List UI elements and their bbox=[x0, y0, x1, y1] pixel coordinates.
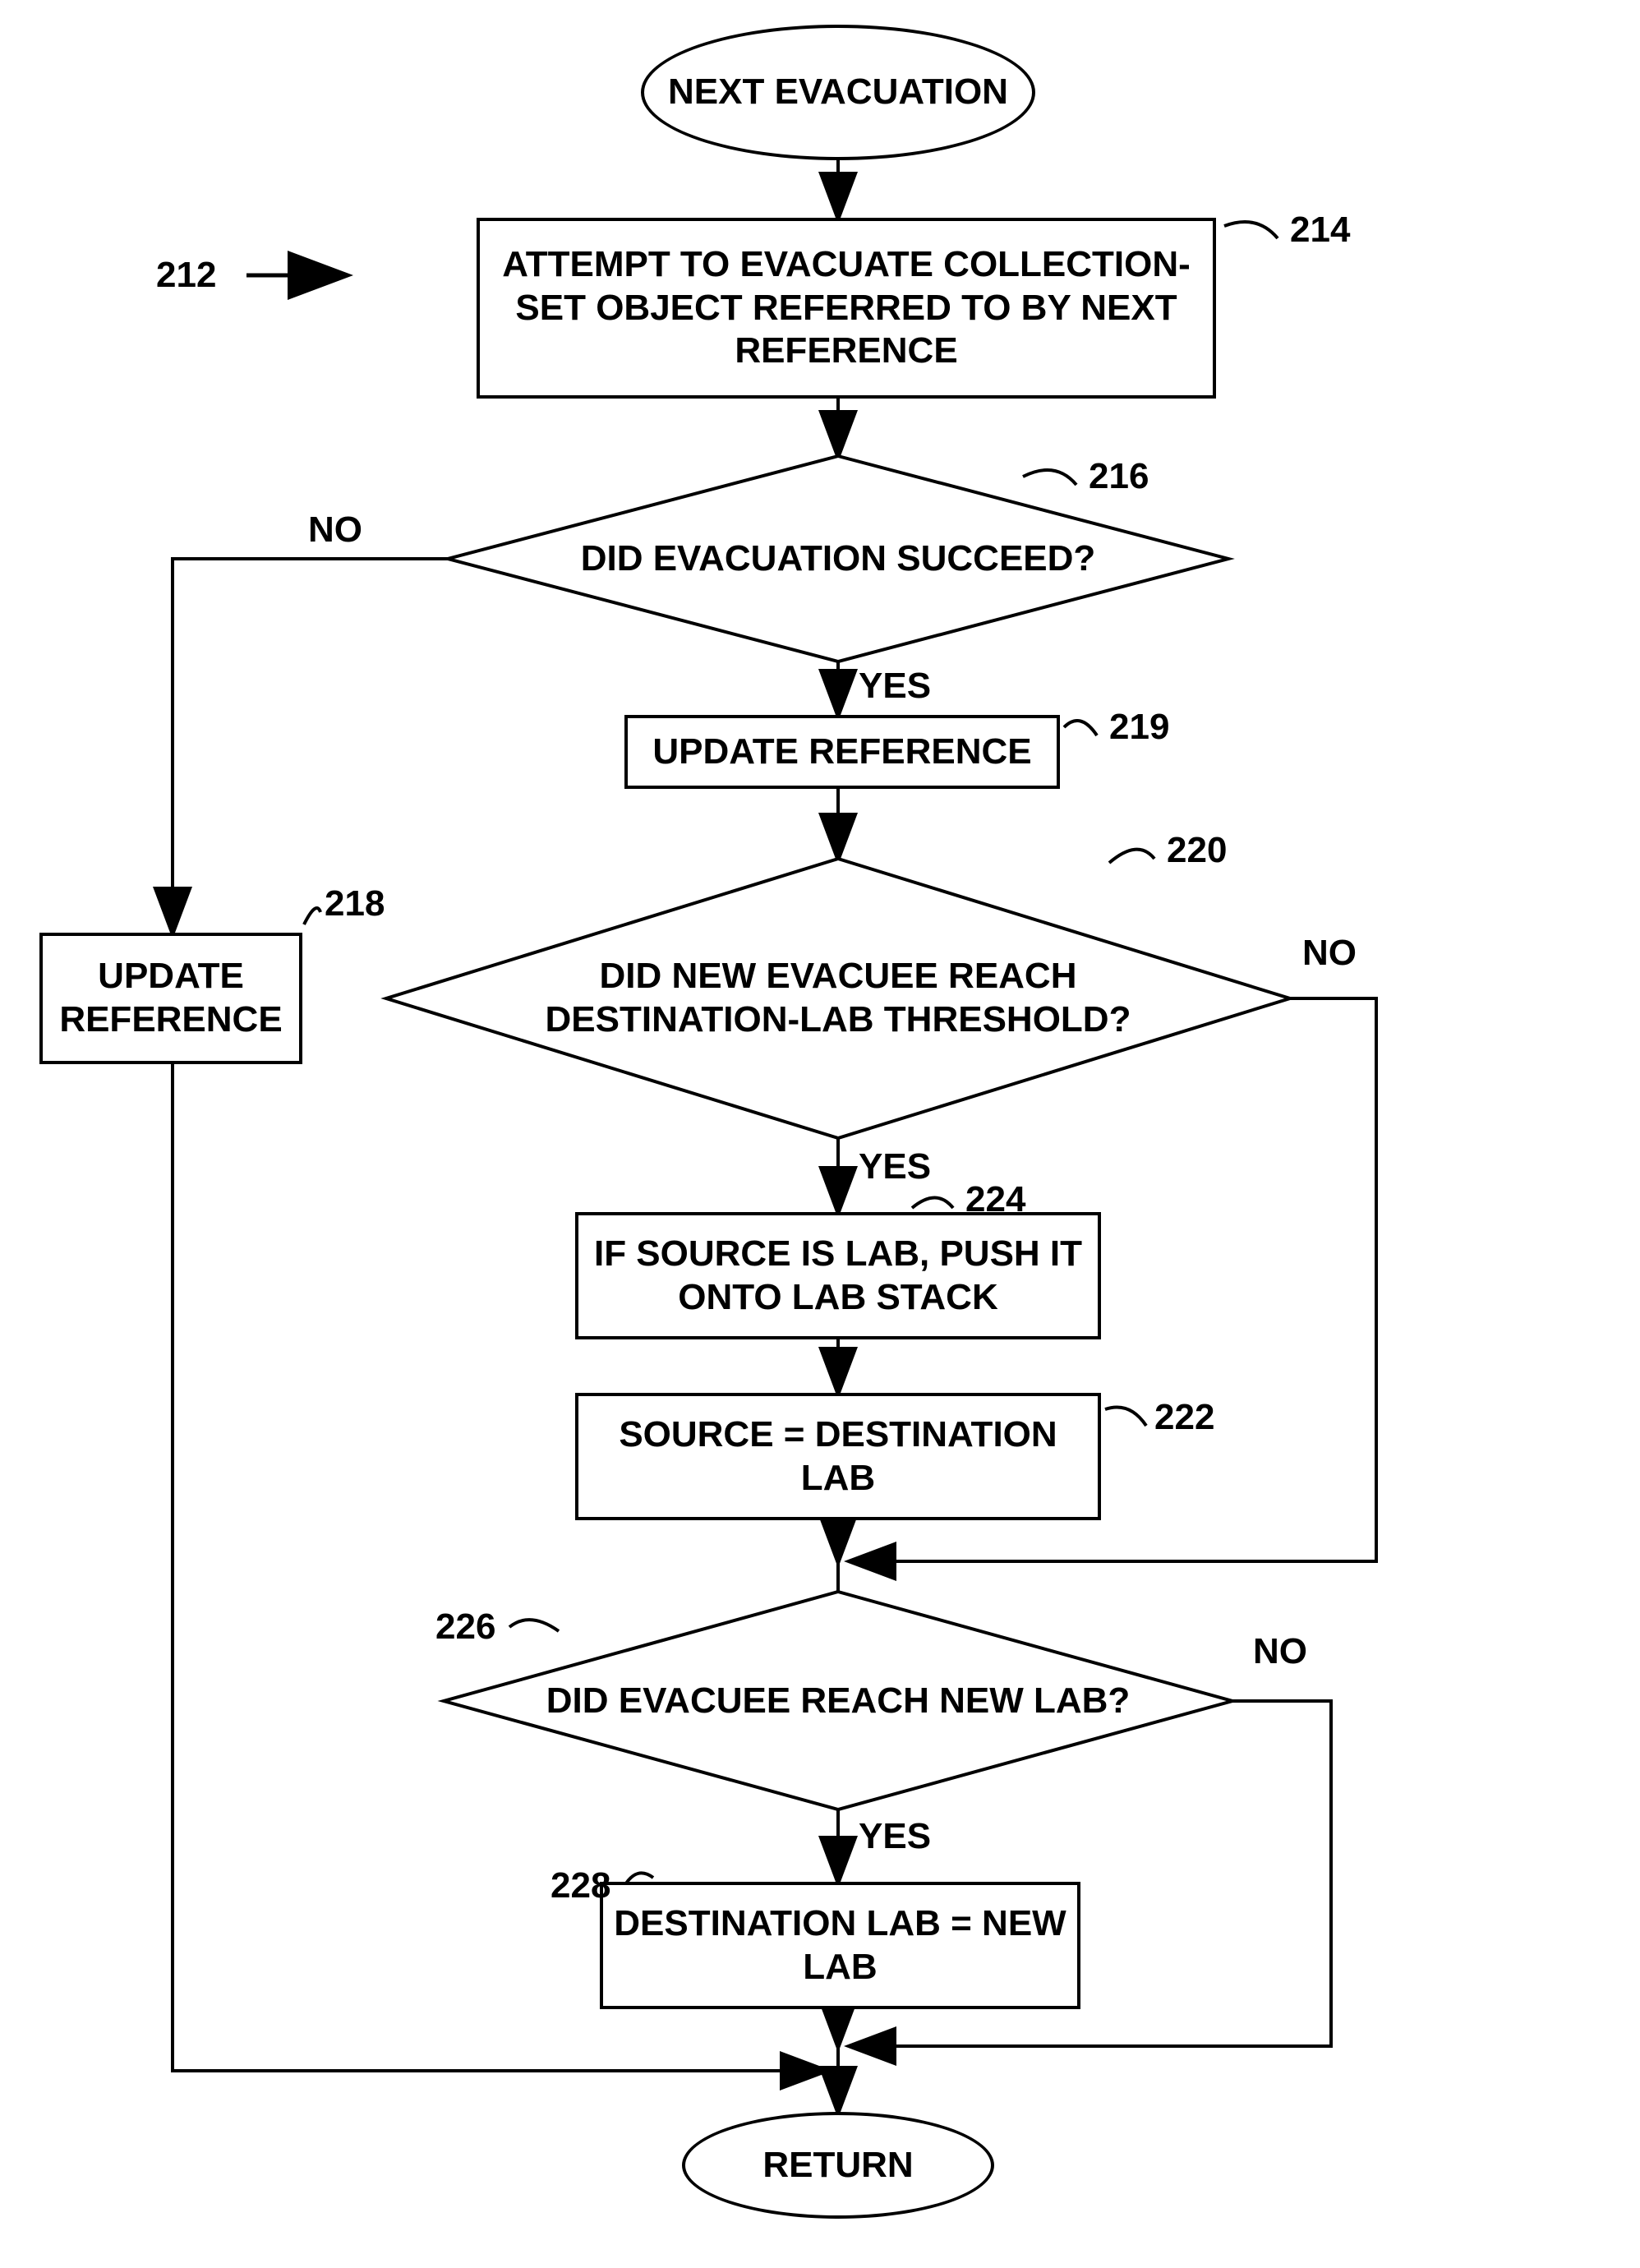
process-218-text: UPDATE REFERENCE bbox=[43, 955, 299, 1042]
ref-219: 219 bbox=[1109, 707, 1169, 748]
ref-226-text: 226 bbox=[435, 1606, 495, 1647]
label-no-226-text: NO bbox=[1253, 1631, 1307, 1671]
ref-228-text: 228 bbox=[551, 1865, 610, 1906]
label-yes-216: YES bbox=[859, 666, 931, 707]
start-node: NEXT EVACUATION bbox=[641, 25, 1035, 160]
decision-216-text-wrap: DID EVACUATION SUCCEED? bbox=[509, 514, 1167, 604]
ref-222: 222 bbox=[1154, 1397, 1214, 1438]
decision-216-text: DID EVACUATION SUCCEED? bbox=[581, 538, 1096, 580]
ref-212: 212 bbox=[156, 255, 216, 296]
ref-212-text: 212 bbox=[156, 255, 216, 295]
ref-224-text: 224 bbox=[965, 1179, 1025, 1219]
process-222-text: SOURCE = DESTINATION LAB bbox=[587, 1413, 1089, 1500]
label-no-216: NO bbox=[308, 509, 362, 551]
ref-214: 214 bbox=[1290, 210, 1350, 251]
label-yes-220-text: YES bbox=[859, 1146, 931, 1187]
process-228-text: DESTINATION LAB = NEW LAB bbox=[611, 1902, 1069, 1989]
label-no-216-text: NO bbox=[308, 509, 362, 550]
start-text: NEXT EVACUATION bbox=[668, 71, 1008, 113]
ref-218: 218 bbox=[325, 883, 385, 924]
process-222: SOURCE = DESTINATION LAB bbox=[575, 1393, 1101, 1520]
ref-220: 220 bbox=[1167, 830, 1227, 871]
process-219-text: UPDATE REFERENCE bbox=[652, 731, 1031, 772]
return-node: RETURN bbox=[682, 2112, 994, 2219]
process-224-text: IF SOURCE IS LAB, PUSH IT ONTO LAB STACK bbox=[587, 1233, 1089, 1320]
ref-214-text: 214 bbox=[1290, 210, 1350, 250]
label-yes-220: YES bbox=[859, 1146, 931, 1187]
process-214: ATTEMPT TO EVACUATE COLLECTION-SET OBJEC… bbox=[477, 218, 1216, 399]
process-228: DESTINATION LAB = NEW LAB bbox=[600, 1882, 1080, 2009]
label-yes-226-text: YES bbox=[859, 1816, 931, 1856]
ref-220-text: 220 bbox=[1167, 830, 1227, 870]
decision-220-text-wrap: DID NEW EVACUEE REACH DESTINATION-LAB TH… bbox=[493, 929, 1183, 1068]
label-no-220-text: NO bbox=[1302, 933, 1357, 973]
label-yes-216-text: YES bbox=[859, 666, 931, 706]
process-219: UPDATE REFERENCE bbox=[624, 715, 1060, 789]
label-no-220: NO bbox=[1302, 933, 1357, 974]
ref-216: 216 bbox=[1089, 456, 1149, 497]
ref-226: 226 bbox=[435, 1606, 495, 1648]
decision-226-text: DID EVACUEE REACH NEW LAB? bbox=[546, 1680, 1131, 1722]
ref-219-text: 219 bbox=[1109, 707, 1169, 747]
process-218: UPDATE REFERENCE bbox=[39, 933, 302, 1064]
ref-218-text: 218 bbox=[325, 883, 385, 924]
ref-228: 228 bbox=[551, 1865, 610, 1906]
ref-224: 224 bbox=[965, 1179, 1025, 1220]
process-224: IF SOURCE IS LAB, PUSH IT ONTO LAB STACK bbox=[575, 1212, 1101, 1339]
process-214-text: ATTEMPT TO EVACUATE COLLECTION-SET OBJEC… bbox=[488, 243, 1205, 373]
flowchart-container: NEXT EVACUATION ATTEMPT TO EVACUATE COLL… bbox=[0, 0, 1640, 2268]
decision-226-text-wrap: DID EVACUEE REACH NEW LAB? bbox=[534, 1656, 1142, 1746]
label-yes-226: YES bbox=[859, 1816, 931, 1857]
ref-222-text: 222 bbox=[1154, 1397, 1214, 1437]
label-no-226: NO bbox=[1253, 1631, 1307, 1672]
return-text: RETURN bbox=[762, 2145, 913, 2186]
decision-220-text: DID NEW EVACUEE REACH DESTINATION-LAB TH… bbox=[493, 955, 1183, 1042]
ref-216-text: 216 bbox=[1089, 456, 1149, 496]
